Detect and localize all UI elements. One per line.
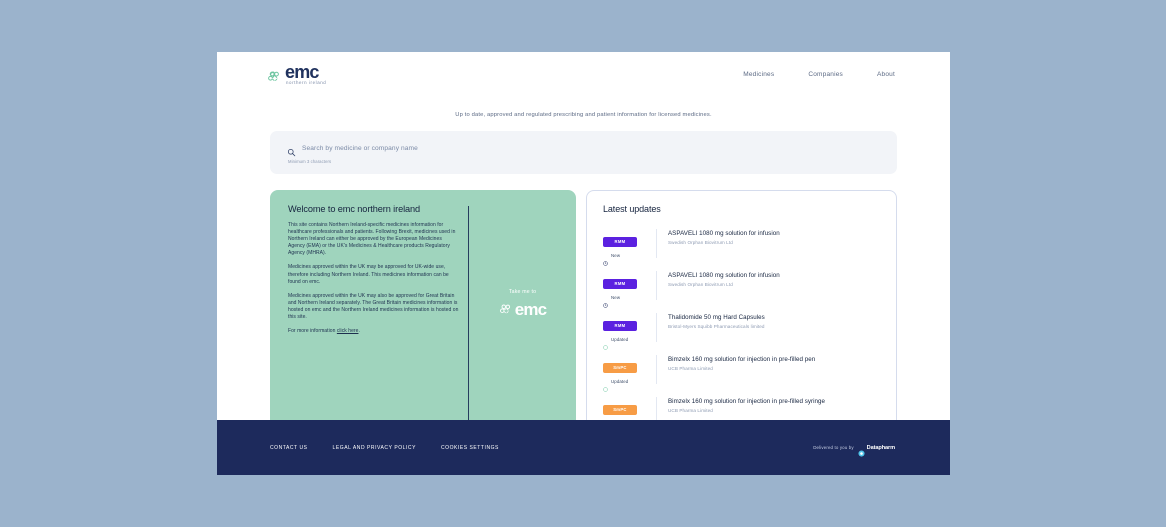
hero-tagline: Up to date, approved and regulated presc… bbox=[455, 112, 712, 118]
medicine-name: Thalidomide 50 mg Hard Capsules bbox=[668, 314, 765, 321]
status-badge: RMM bbox=[603, 236, 637, 247]
company-name: UCB Pharma Limited bbox=[668, 408, 713, 414]
emc-wordmark-white: emc bbox=[514, 300, 547, 319]
delivered-by-label: Delivered to you by bbox=[813, 445, 854, 450]
nav-item-companies[interactable]: Companies bbox=[808, 71, 843, 78]
search-icon bbox=[287, 144, 296, 157]
row-divider bbox=[656, 271, 657, 300]
row-divider bbox=[656, 397, 657, 426]
footer-link-legal-and-privacy-policy[interactable]: LEGAL AND PRIVACY POLICY bbox=[332, 444, 416, 451]
row-divider bbox=[656, 355, 657, 384]
datapharm-logo[interactable]: Datapharm bbox=[858, 444, 895, 457]
welcome-paragraph-2: Medicines approved within the UK may be … bbox=[288, 264, 449, 285]
medicine-name: ASPAVELI 1080 mg solution for infusion bbox=[668, 230, 780, 237]
footer-link-cookies-settings[interactable]: COOKIES SETTINGS bbox=[440, 444, 499, 451]
footer-link-contact-us[interactable]: CONTACT US bbox=[270, 444, 308, 451]
status-label: New bbox=[611, 253, 621, 258]
site-footer: CONTACT US LEGAL AND PRIVACY POLICY COOK… bbox=[217, 420, 950, 475]
search-input[interactable] bbox=[302, 145, 880, 152]
panels-row: Welcome to emc northern ireland This sit… bbox=[217, 174, 950, 444]
company-name: Bristol-Myers Squibb Pharmaceuticals lim… bbox=[668, 324, 765, 330]
update-item-2[interactable]: RMM New ASPAVELI 1080 mg solution for in… bbox=[603, 265, 880, 308]
company-name: Swedish Orphan Biovitrum Ltd bbox=[668, 240, 733, 246]
latest-updates-title: Latest updates bbox=[603, 204, 661, 214]
update-item-3[interactable]: RMM Updated Thalidomide 50 mg Hard Capsu… bbox=[603, 307, 880, 350]
welcome-title: Welcome to emc northern ireland bbox=[288, 204, 421, 214]
more-info-prefix: For more information bbox=[288, 328, 337, 335]
search-hint: Minimum 3 characters bbox=[288, 159, 332, 164]
medicine-name: Bimzelx 160 mg solution for injection in… bbox=[668, 356, 816, 363]
datapharm-wordmark: Datapharm bbox=[866, 444, 895, 451]
hero-tagline-row: Up to date, approved and regulated presc… bbox=[217, 97, 950, 131]
search-box[interactable]: Minimum 3 characters bbox=[270, 131, 897, 174]
nav-item-medicines[interactable]: Medicines bbox=[743, 71, 775, 78]
datapharm-icon bbox=[858, 444, 865, 457]
take-me-to-emc-button[interactable]: Take me to emc bbox=[485, 204, 560, 430]
update-item-4[interactable]: SmPC Updated Bimzelx 160 mg solution for… bbox=[603, 349, 880, 392]
status-label: Updated bbox=[611, 379, 629, 384]
status-label: New bbox=[611, 295, 621, 300]
clock-icon bbox=[603, 253, 608, 266]
status-badge: RMM bbox=[603, 320, 637, 331]
welcome-divider bbox=[468, 206, 469, 424]
welcome-paragraph-3: Medicines approved within the UK may als… bbox=[288, 292, 459, 321]
update-item-1[interactable]: RMM New ASPAVELI 1080 mg solution for in… bbox=[603, 223, 880, 266]
emc-cross-icon-white bbox=[499, 303, 513, 317]
refresh-icon bbox=[603, 337, 608, 350]
company-name: Swedish Orphan Biovitrum Ltd bbox=[668, 282, 733, 288]
medicine-name: Bimzelx 160 mg solution for injection in… bbox=[668, 398, 826, 405]
emc-cross-icon bbox=[267, 70, 282, 85]
nav-item-about[interactable]: About bbox=[877, 71, 895, 78]
row-divider bbox=[656, 313, 657, 342]
search-section: Minimum 3 characters bbox=[217, 131, 950, 174]
main-navigation: Medicines Companies About bbox=[743, 71, 895, 78]
logo-wordmark: emc bbox=[285, 61, 319, 82]
row-divider bbox=[656, 229, 657, 258]
delivered-by: Delivered to you by Datapharm bbox=[813, 444, 895, 457]
welcome-card: Welcome to emc northern ireland This sit… bbox=[270, 190, 576, 444]
status-badge: RMM bbox=[603, 278, 637, 289]
logo-subtitle: northern ireland bbox=[286, 79, 327, 85]
clock-icon bbox=[603, 295, 608, 308]
page-content-area: emc northern ireland Medicines Companies… bbox=[217, 52, 950, 475]
welcome-paragraph-1: This site contains Northern Ireland-spec… bbox=[288, 222, 456, 257]
status-label: Updated bbox=[611, 337, 629, 342]
footer-links: CONTACT US LEGAL AND PRIVACY POLICY COOK… bbox=[270, 445, 499, 451]
take-me-to-label: Take me to bbox=[508, 289, 537, 295]
company-name: UCB Pharma Limited bbox=[668, 366, 713, 372]
emc-logo[interactable]: emc northern ireland bbox=[267, 61, 327, 85]
status-badge: SmPC bbox=[603, 404, 637, 415]
welcome-more-info: For more information click here. bbox=[288, 328, 460, 335]
latest-updates-card: Latest updates RMM New ASPAVELI 1080 mg … bbox=[586, 190, 897, 444]
medicine-name: ASPAVELI 1080 mg solution for infusion bbox=[668, 272, 780, 279]
more-info-suffix: . bbox=[358, 328, 360, 335]
click-here-link[interactable]: click here bbox=[336, 328, 359, 335]
refresh-icon bbox=[603, 379, 608, 392]
site-header: emc northern ireland Medicines Companies… bbox=[217, 52, 950, 97]
welcome-text-column: Welcome to emc northern ireland This sit… bbox=[288, 204, 460, 430]
status-badge: SmPC bbox=[603, 362, 637, 373]
